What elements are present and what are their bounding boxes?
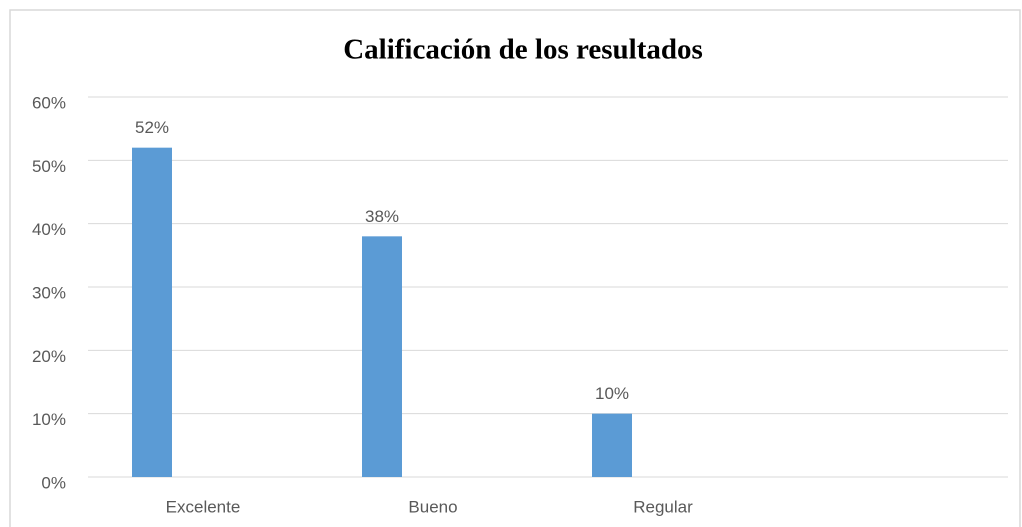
data-label: 10% (595, 384, 629, 403)
bar (592, 413, 632, 477)
bar (362, 236, 402, 477)
y-tick-label: 50% (32, 157, 66, 176)
y-tick-label: 60% (32, 93, 66, 112)
chart-border (9, 9, 1021, 527)
chart-title: Calificación de los resultados (343, 34, 703, 66)
y-tick-label: 10% (32, 410, 66, 429)
x-tick-label: Bueno (408, 497, 457, 516)
data-label: 52% (135, 118, 169, 137)
y-tick-label: 30% (32, 283, 66, 302)
y-tick-label: 40% (32, 220, 66, 239)
data-label: 38% (365, 207, 399, 226)
y-tick-label: 20% (32, 347, 66, 366)
x-tick-label: Excelente (166, 497, 241, 516)
x-tick-label: Regular (633, 497, 693, 516)
bar (132, 147, 172, 477)
y-tick-label: 0% (41, 473, 66, 492)
